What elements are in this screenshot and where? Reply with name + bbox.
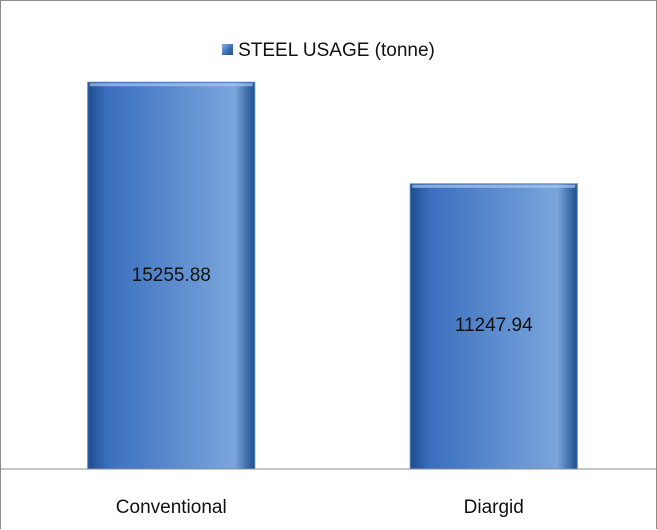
- data-label-conventional: 15255.88: [131, 264, 211, 286]
- data-label-diargid: 11247.94: [454, 315, 533, 337]
- legend-label: STEEL USAGE (tonne): [238, 40, 435, 61]
- category-label-diargid: Diargid: [463, 497, 524, 518]
- category-label-conventional: Conventional: [115, 497, 227, 518]
- legend-swatch: [222, 44, 234, 55]
- bar-diargid: [409, 183, 578, 470]
- bar-conventional: [87, 81, 256, 470]
- bar-highlight: [412, 184, 576, 188]
- bar-highlight: [89, 83, 253, 87]
- legend: STEEL USAGE (tonne): [0, 40, 657, 62]
